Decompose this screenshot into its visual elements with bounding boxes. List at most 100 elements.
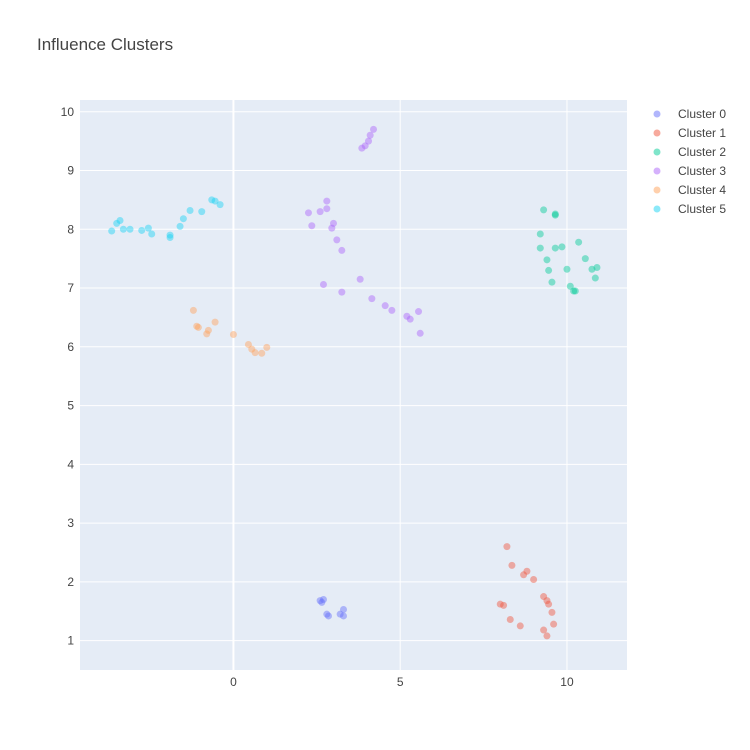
data-point[interactable] <box>323 610 331 618</box>
data-point[interactable] <box>211 197 219 205</box>
data-point[interactable] <box>500 601 508 609</box>
data-point[interactable] <box>166 234 174 242</box>
data-point[interactable] <box>336 610 344 618</box>
data-point[interactable] <box>591 274 599 282</box>
data-point[interactable] <box>361 142 369 150</box>
data-point[interactable] <box>540 206 548 214</box>
data-point[interactable] <box>536 230 544 238</box>
legend-item[interactable]: Cluster 3 <box>653 164 727 178</box>
data-point[interactable] <box>508 561 516 569</box>
data-point[interactable] <box>356 275 364 283</box>
legend-item[interactable]: Cluster 2 <box>653 145 727 159</box>
data-point[interactable] <box>126 225 134 233</box>
data-point[interactable] <box>176 222 184 230</box>
data-point[interactable] <box>328 224 336 232</box>
data-point[interactable] <box>258 349 266 357</box>
data-point[interactable] <box>503 543 511 551</box>
data-point[interactable] <box>496 600 504 608</box>
data-point[interactable] <box>193 322 201 330</box>
data-point[interactable] <box>545 600 553 608</box>
data-point[interactable] <box>358 144 366 152</box>
data-point[interactable] <box>551 211 559 219</box>
data-point[interactable] <box>319 595 327 603</box>
data-point[interactable] <box>138 226 146 234</box>
data-point[interactable] <box>338 288 346 296</box>
data-point[interactable] <box>144 224 152 232</box>
data-point[interactable] <box>558 243 566 251</box>
data-point[interactable] <box>333 236 341 244</box>
data-point[interactable] <box>566 282 574 290</box>
data-point[interactable] <box>588 265 596 273</box>
data-point[interactable] <box>179 215 187 223</box>
data-point[interactable] <box>198 208 206 216</box>
data-point[interactable] <box>366 131 374 139</box>
data-point[interactable] <box>216 201 224 209</box>
data-point[interactable] <box>263 343 271 351</box>
data-point[interactable] <box>388 306 396 314</box>
data-point[interactable] <box>540 593 548 601</box>
data-point[interactable] <box>319 281 327 289</box>
data-point[interactable] <box>339 612 347 620</box>
data-point[interactable] <box>545 266 553 274</box>
data-point[interactable] <box>571 287 579 295</box>
data-point[interactable] <box>323 205 331 213</box>
data-point[interactable] <box>308 222 316 230</box>
data-point[interactable] <box>323 197 331 205</box>
data-point[interactable] <box>204 326 212 334</box>
data-point[interactable] <box>520 571 528 579</box>
data-point[interactable] <box>540 626 548 634</box>
data-point[interactable] <box>338 246 346 254</box>
data-point[interactable] <box>189 306 197 314</box>
data-point[interactable] <box>229 330 237 338</box>
data-point[interactable] <box>208 196 216 204</box>
data-point[interactable] <box>318 598 326 606</box>
data-point[interactable] <box>543 256 551 264</box>
data-point[interactable] <box>365 137 373 145</box>
data-point[interactable] <box>570 287 578 295</box>
legend-item[interactable]: Cluster 1 <box>653 126 727 140</box>
data-point[interactable] <box>370 125 378 133</box>
data-point[interactable] <box>316 208 324 216</box>
data-point[interactable] <box>548 278 556 286</box>
data-point[interactable] <box>108 227 116 235</box>
data-point[interactable] <box>251 349 259 357</box>
data-point[interactable] <box>523 567 531 575</box>
data-point[interactable] <box>536 244 544 252</box>
data-point[interactable] <box>593 263 601 271</box>
data-point[interactable] <box>248 345 256 353</box>
data-point[interactable] <box>339 605 347 613</box>
data-point[interactable] <box>316 597 324 605</box>
data-point[interactable] <box>506 615 514 623</box>
data-point[interactable] <box>324 612 332 620</box>
data-point[interactable] <box>543 632 551 640</box>
data-point[interactable] <box>116 216 124 224</box>
data-point[interactable] <box>329 219 337 227</box>
data-point[interactable] <box>415 308 423 316</box>
data-point[interactable] <box>575 238 583 246</box>
data-point[interactable] <box>148 230 156 238</box>
data-point[interactable] <box>530 576 538 584</box>
data-point[interactable] <box>406 315 414 323</box>
data-point[interactable] <box>403 312 411 320</box>
data-point[interactable] <box>581 255 589 263</box>
data-point[interactable] <box>113 219 121 227</box>
data-point[interactable] <box>203 330 211 338</box>
data-point[interactable] <box>119 225 127 233</box>
data-point[interactable] <box>543 597 551 605</box>
data-point[interactable] <box>194 323 202 331</box>
data-point[interactable] <box>381 302 389 310</box>
data-point[interactable] <box>551 244 559 252</box>
data-point[interactable] <box>166 231 174 239</box>
data-point[interactable] <box>551 210 559 218</box>
data-point[interactable] <box>244 340 252 348</box>
data-point[interactable] <box>548 608 556 616</box>
data-point[interactable] <box>368 295 376 303</box>
data-point[interactable] <box>550 620 558 628</box>
data-point[interactable] <box>516 622 524 630</box>
legend-item[interactable]: Cluster 5 <box>653 202 727 216</box>
data-point[interactable] <box>416 329 424 337</box>
data-point[interactable] <box>563 265 571 273</box>
data-point[interactable] <box>186 206 194 214</box>
legend-item[interactable]: Cluster 4 <box>653 183 727 197</box>
data-point[interactable] <box>304 209 312 217</box>
